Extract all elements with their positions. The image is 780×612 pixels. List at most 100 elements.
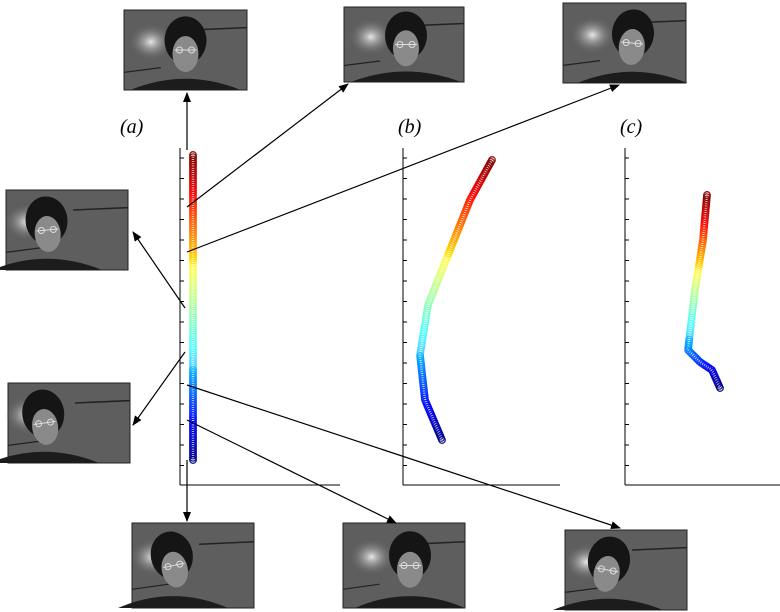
trajectory-point [430, 283, 439, 292]
face [172, 36, 199, 72]
trajectory-point [189, 295, 197, 304]
trajectory-point [688, 304, 697, 313]
arrow [132, 231, 186, 309]
trajectory-point [693, 269, 702, 278]
face-photo [0, 382, 131, 464]
trajectory-point [421, 319, 429, 328]
trajectory-point [688, 309, 697, 318]
trajectory-point [189, 155, 197, 164]
trajectory-point [430, 285, 438, 294]
trajectory-point [422, 313, 431, 322]
face [393, 30, 419, 67]
trajectory-point [686, 324, 695, 333]
face-photo [553, 529, 688, 611]
light-spot [570, 17, 615, 53]
trajectory-point [423, 306, 432, 315]
trajectory-point [685, 335, 694, 344]
trajectory-point [189, 287, 197, 295]
face-photo [342, 522, 466, 609]
eye [622, 38, 630, 46]
trajectory-point [420, 321, 429, 330]
trajectory-point [189, 306, 197, 315]
trajectory-point [685, 331, 694, 339]
trajectory-point [422, 310, 431, 319]
face [593, 556, 620, 592]
head [611, 9, 655, 65]
trajectory-point [419, 328, 428, 337]
wall-line [131, 583, 169, 590]
trajectory-point [189, 284, 197, 293]
trajectory-point [439, 261, 448, 270]
eye [396, 41, 404, 48]
eye [176, 560, 184, 568]
face [618, 29, 645, 65]
head [587, 536, 631, 592]
trajectory-point [189, 151, 197, 159]
trajectory-point [689, 298, 698, 307]
wall-line [562, 60, 600, 66]
trajectory-point [434, 275, 443, 284]
trajectory-point [189, 302, 197, 311]
eye [408, 41, 416, 48]
trajectory-point [428, 290, 437, 298]
trajectory-point [189, 291, 197, 300]
trajectory-point [418, 336, 427, 345]
glasses [33, 420, 56, 425]
trajectory-point [189, 368, 197, 377]
glasses [596, 567, 619, 573]
wall-line [199, 540, 255, 545]
trajectory-point [693, 272, 702, 280]
trajectory-point [686, 328, 694, 337]
trajectory-point [189, 326, 197, 335]
face [34, 216, 61, 252]
face-photo [562, 2, 688, 84]
wall-line [342, 583, 380, 590]
arrow [186, 419, 397, 524]
trajectory-point [686, 326, 695, 335]
arrow [186, 83, 349, 208]
trajectory-point [437, 267, 446, 276]
trajectory-point [189, 346, 197, 355]
eye [35, 420, 43, 428]
eye [176, 46, 183, 54]
trajectory-point [421, 317, 430, 326]
wall-line [343, 60, 381, 67]
eye [188, 46, 195, 54]
trajectory-point [418, 334, 427, 343]
light-spot [349, 19, 393, 55]
trajectory-point [189, 333, 197, 342]
wall-line [73, 206, 129, 211]
trajectory-point [692, 278, 701, 287]
trajectory-point [189, 328, 197, 337]
trajectory-point [488, 156, 496, 164]
trajectory-point [189, 359, 197, 368]
trajectory-point [687, 317, 696, 326]
trajectory-point [429, 287, 438, 296]
glasses [163, 562, 185, 569]
wall-line [5, 247, 43, 253]
eye [400, 562, 408, 569]
shoulders [0, 258, 102, 270]
eye [412, 562, 420, 569]
trajectory-point [189, 273, 197, 282]
head [150, 531, 193, 588]
trajectory-point [423, 304, 432, 313]
trajectory-point [423, 302, 432, 311]
trajectory-point [689, 296, 698, 304]
arrow [186, 384, 621, 529]
trajectory-point [688, 311, 696, 320]
trajectory-point [690, 289, 699, 298]
light-spot [349, 539, 394, 575]
eye [609, 567, 617, 575]
shoulders [577, 71, 688, 83]
trajectory-point [189, 324, 197, 333]
trajectory-point [189, 289, 197, 298]
trajectory-point [189, 298, 197, 306]
shoulders [553, 598, 663, 610]
panel-label: (a) [120, 116, 144, 138]
shoulders [0, 451, 99, 463]
trajectory-point [189, 335, 197, 344]
trajectory-point [189, 153, 197, 162]
trajectory-point [189, 370, 197, 379]
trajectory-point [435, 271, 444, 280]
